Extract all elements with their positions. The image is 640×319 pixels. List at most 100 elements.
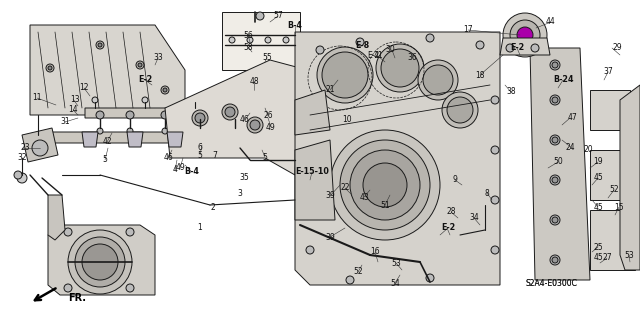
Circle shape xyxy=(229,37,235,43)
Text: B-24: B-24 xyxy=(553,76,573,85)
Text: E-15-10: E-15-10 xyxy=(295,167,329,176)
Circle shape xyxy=(126,284,134,292)
Text: 35: 35 xyxy=(239,174,249,182)
Circle shape xyxy=(231,111,239,119)
Polygon shape xyxy=(500,38,550,55)
Text: E-2: E-2 xyxy=(138,76,152,85)
Polygon shape xyxy=(165,60,300,175)
Polygon shape xyxy=(620,85,640,270)
Text: 46: 46 xyxy=(163,153,173,162)
Text: 9: 9 xyxy=(452,175,458,184)
Text: 32: 32 xyxy=(17,153,27,162)
Text: S2A4-E0300C: S2A4-E0300C xyxy=(525,278,577,287)
Circle shape xyxy=(82,244,118,280)
Polygon shape xyxy=(48,225,155,295)
Text: S2A4-E0300C: S2A4-E0300C xyxy=(525,278,577,287)
Circle shape xyxy=(98,43,102,47)
Text: 52: 52 xyxy=(609,186,619,195)
Text: 45: 45 xyxy=(593,174,603,182)
Circle shape xyxy=(317,47,373,103)
Circle shape xyxy=(491,146,499,154)
Text: 16: 16 xyxy=(370,248,380,256)
Circle shape xyxy=(531,44,539,52)
Text: 56: 56 xyxy=(243,31,253,40)
Circle shape xyxy=(163,88,167,92)
Text: 55: 55 xyxy=(262,53,272,62)
Text: 18: 18 xyxy=(476,70,484,79)
Text: 34: 34 xyxy=(469,213,479,222)
Text: 37: 37 xyxy=(603,68,613,77)
Polygon shape xyxy=(295,90,330,135)
Text: 21: 21 xyxy=(325,85,335,94)
Circle shape xyxy=(418,60,458,100)
Text: 24: 24 xyxy=(565,144,575,152)
Bar xyxy=(222,12,300,70)
Text: 49: 49 xyxy=(175,164,185,173)
Text: 6: 6 xyxy=(198,144,202,152)
Circle shape xyxy=(346,276,354,284)
Text: 53: 53 xyxy=(624,250,634,259)
Polygon shape xyxy=(48,195,65,240)
Text: 45: 45 xyxy=(593,203,603,211)
Circle shape xyxy=(14,171,22,179)
Circle shape xyxy=(491,246,499,254)
Circle shape xyxy=(192,97,198,103)
Text: 14: 14 xyxy=(68,106,78,115)
Circle shape xyxy=(350,150,420,220)
Polygon shape xyxy=(590,210,635,270)
Text: FR.: FR. xyxy=(68,293,86,303)
Circle shape xyxy=(126,228,134,236)
Text: 22: 22 xyxy=(340,183,349,192)
Circle shape xyxy=(161,86,169,94)
Circle shape xyxy=(96,41,104,49)
Circle shape xyxy=(64,228,72,236)
Circle shape xyxy=(196,111,204,119)
Circle shape xyxy=(265,37,271,43)
Text: 23: 23 xyxy=(20,144,30,152)
Text: 50: 50 xyxy=(553,158,563,167)
Circle shape xyxy=(363,163,407,207)
Circle shape xyxy=(161,111,169,119)
Circle shape xyxy=(197,128,203,134)
Circle shape xyxy=(426,274,434,282)
Circle shape xyxy=(381,49,419,87)
Polygon shape xyxy=(530,48,590,280)
Text: 4: 4 xyxy=(173,166,177,174)
Polygon shape xyxy=(85,108,265,118)
Circle shape xyxy=(552,257,558,263)
Circle shape xyxy=(136,61,144,69)
Polygon shape xyxy=(40,132,240,143)
Text: 33: 33 xyxy=(153,54,163,63)
Circle shape xyxy=(517,27,533,43)
Text: 39: 39 xyxy=(325,191,335,201)
Circle shape xyxy=(247,117,263,133)
Circle shape xyxy=(476,41,484,49)
Text: 49: 49 xyxy=(266,122,276,131)
Circle shape xyxy=(552,97,558,103)
Polygon shape xyxy=(127,132,143,147)
Polygon shape xyxy=(167,132,183,147)
Polygon shape xyxy=(295,140,335,220)
Text: 3: 3 xyxy=(237,189,243,198)
Circle shape xyxy=(322,52,368,98)
Polygon shape xyxy=(30,25,185,115)
Text: 54: 54 xyxy=(390,278,400,287)
Circle shape xyxy=(192,110,208,126)
Text: 29: 29 xyxy=(612,43,622,53)
Circle shape xyxy=(550,135,560,145)
Text: 46: 46 xyxy=(240,115,250,124)
Text: 7: 7 xyxy=(212,151,218,160)
Text: 44: 44 xyxy=(546,18,556,26)
Polygon shape xyxy=(295,32,500,285)
Circle shape xyxy=(376,44,424,92)
Text: B-4: B-4 xyxy=(287,21,303,31)
Text: 11: 11 xyxy=(32,93,42,102)
Text: 17: 17 xyxy=(463,26,473,34)
Circle shape xyxy=(423,65,453,95)
Circle shape xyxy=(97,128,103,134)
Circle shape xyxy=(17,173,27,183)
Circle shape xyxy=(356,38,364,46)
Circle shape xyxy=(491,196,499,204)
Circle shape xyxy=(222,104,238,120)
Text: 13: 13 xyxy=(70,94,80,103)
